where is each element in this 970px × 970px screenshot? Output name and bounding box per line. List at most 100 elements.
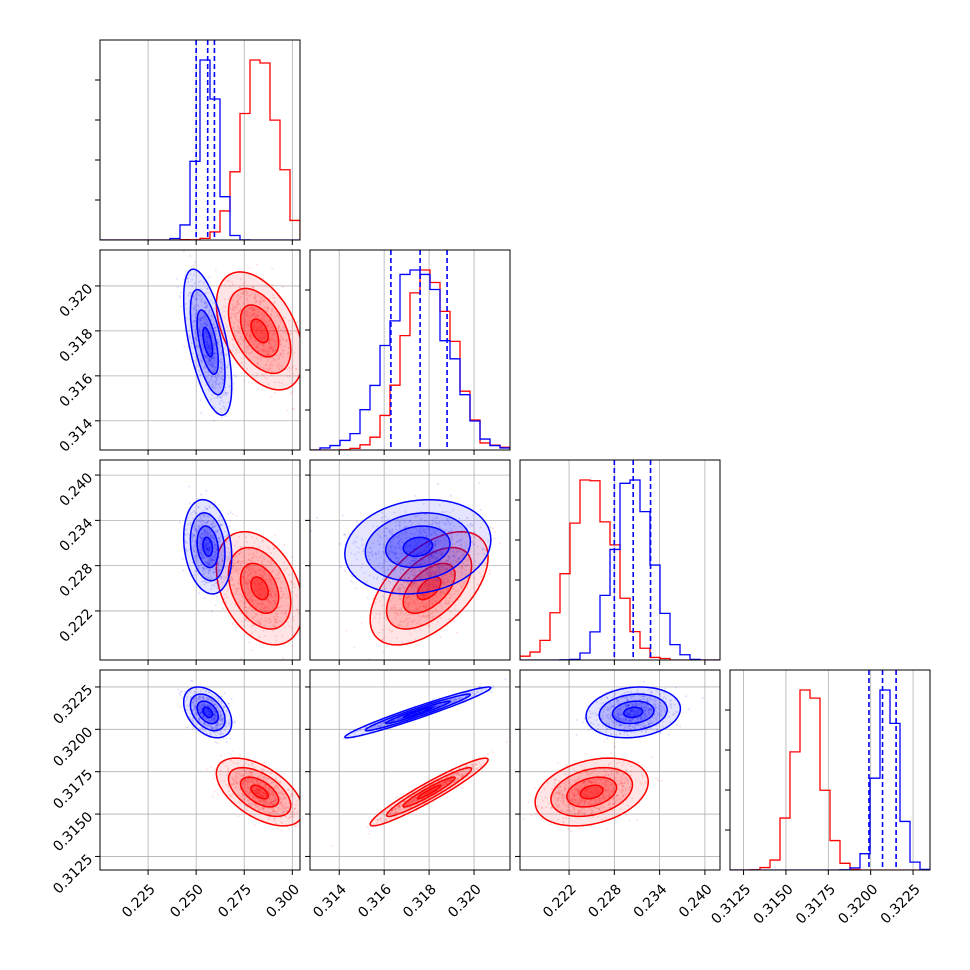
scatter-point (246, 581, 249, 584)
scatter-point (251, 314, 254, 317)
scatter-point (248, 553, 251, 556)
scatter-point (297, 588, 300, 591)
scatter-point (459, 544, 462, 547)
scatter-point (277, 325, 280, 328)
scatter-point (204, 547, 207, 550)
scatter-point (257, 808, 260, 811)
scatter-point (245, 298, 248, 301)
scatter-point (208, 532, 211, 535)
scatter-point (413, 548, 416, 551)
scatter-point (445, 599, 448, 602)
contour-fill (240, 563, 279, 614)
scatter-point (244, 790, 247, 793)
scatter-point (208, 528, 211, 531)
scatter-point (234, 305, 237, 308)
scatter-point (293, 807, 296, 810)
scatter-point (207, 520, 210, 523)
scatter-point (209, 363, 212, 366)
scatter-point (481, 547, 484, 550)
scatter-point (280, 335, 283, 338)
scatter-point (278, 802, 281, 805)
scatter-point (269, 582, 272, 585)
scatter-point (270, 592, 273, 595)
scatter-point (200, 533, 203, 536)
scatter-point (203, 583, 206, 586)
scatter-point (248, 266, 251, 269)
scatter-point (272, 604, 275, 607)
scatter-point (213, 320, 216, 323)
scatter-point (205, 508, 208, 511)
scatter-point (454, 543, 457, 546)
scatter-point (268, 771, 271, 774)
scatter-point (272, 330, 275, 333)
scatter-point (412, 582, 415, 585)
scatter-point (251, 617, 254, 620)
scatter-point (459, 567, 462, 570)
scatter-point (198, 330, 201, 333)
scatter-point (272, 624, 275, 627)
scatter-point (258, 594, 261, 597)
scatter-point (275, 581, 278, 584)
scatter-point (191, 540, 194, 543)
scatter-point (205, 544, 208, 547)
scatter-point (225, 773, 228, 776)
scatter-point (254, 297, 257, 300)
scatter-point (208, 564, 211, 567)
scatter-point (257, 337, 260, 340)
scatter-point (433, 573, 436, 576)
scatter-point (205, 383, 208, 386)
scatter-point (284, 805, 287, 808)
scatter-point (256, 327, 259, 330)
scatter-point (271, 349, 274, 352)
scatter-point (423, 604, 426, 607)
scatter-point (270, 313, 273, 316)
contour-fill (202, 327, 213, 357)
scatter-point (238, 583, 241, 586)
scatter-point (417, 614, 420, 617)
scatter-point (376, 525, 379, 528)
scatter-point (396, 612, 399, 615)
scatter-point (415, 542, 418, 545)
scatter-point (245, 611, 248, 614)
scatter-point (208, 328, 211, 331)
scatter-point (230, 317, 233, 320)
scatter-point (288, 374, 291, 377)
scatter-point (421, 558, 424, 561)
scatter-point (250, 780, 253, 783)
scatter-point (233, 544, 236, 547)
scatter-point (274, 349, 277, 352)
scatter-point (265, 320, 268, 323)
scatter-point (243, 625, 246, 628)
scatter-point (260, 580, 263, 583)
scatter-point (249, 568, 252, 571)
scatter-point (450, 533, 453, 536)
scatter-point (219, 568, 222, 571)
scatter-point (263, 799, 266, 802)
scatter-point (204, 542, 207, 545)
scatter-point (251, 285, 254, 288)
scatter-point (447, 541, 450, 544)
scatter-point (279, 801, 282, 804)
scatter-point (233, 562, 236, 565)
scatter-point (185, 307, 188, 310)
scatter-point (430, 583, 433, 586)
scatter-point (263, 596, 266, 599)
scatter-point (439, 591, 442, 594)
scatter-point (458, 517, 461, 520)
scatter-point (425, 610, 428, 613)
scatter-point (451, 554, 454, 557)
scatter-point (434, 544, 437, 547)
scatter-point (256, 263, 259, 266)
scatter-point (430, 555, 433, 558)
scatter-point (251, 557, 254, 560)
scatter-point (416, 643, 419, 646)
scatter-point (227, 786, 230, 789)
scatter-point (391, 593, 394, 596)
scatter-point (208, 562, 211, 565)
scatter-point (209, 568, 212, 571)
scatter-point (248, 578, 251, 581)
scatter-point (244, 591, 247, 594)
scatter-point (237, 294, 240, 297)
scatter-point (275, 590, 278, 593)
scatter-point (422, 529, 425, 532)
